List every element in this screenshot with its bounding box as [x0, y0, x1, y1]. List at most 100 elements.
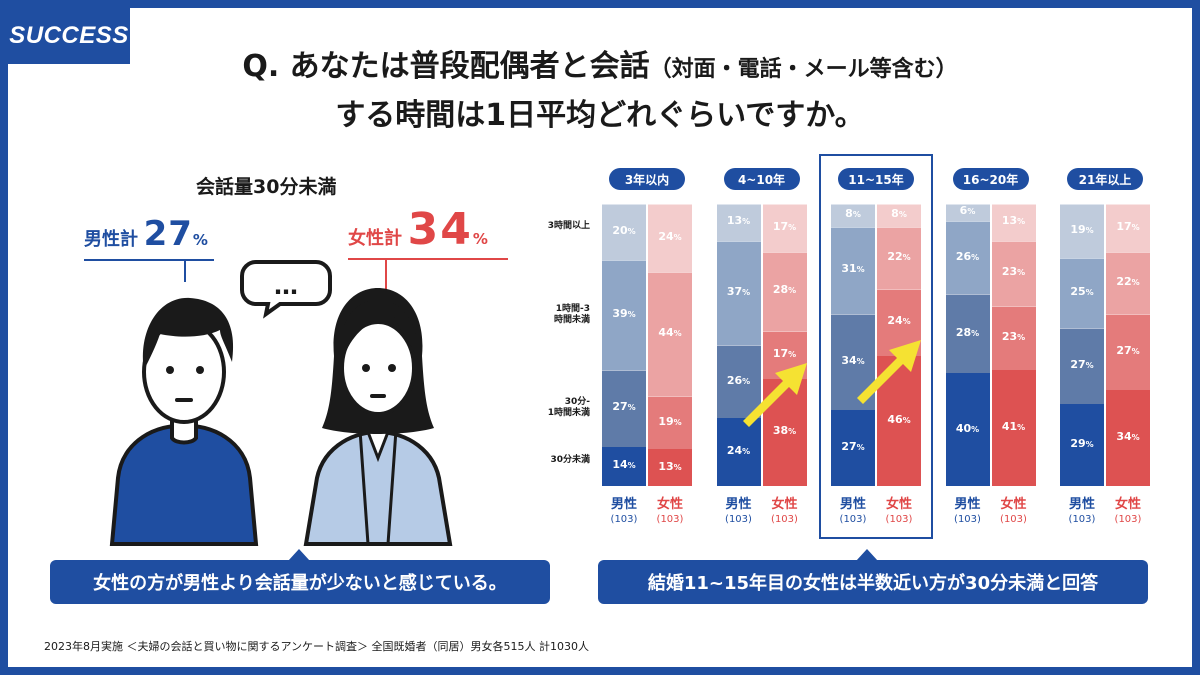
left-callout: 女性の方が男性より会話量が少ないと感じている。 — [50, 560, 550, 604]
bar-segment — [831, 226, 875, 314]
data-label: 34% — [1116, 430, 1140, 444]
speech-bubble-dots: … — [274, 272, 298, 300]
male-stat-pointer — [184, 260, 186, 282]
data-label: 6% — [959, 204, 976, 218]
data-label: 29% — [1070, 437, 1094, 451]
bar-segment — [1106, 204, 1150, 252]
gender-label: 女性 (103) — [656, 497, 684, 525]
bar-segment — [602, 204, 646, 261]
data-label: 23% — [1001, 265, 1026, 279]
right-callout-pointer — [856, 549, 878, 561]
speech-bubble-icon: … — [240, 260, 332, 319]
data-label: 8% — [845, 207, 861, 221]
couple-illustration: … — [109, 260, 453, 546]
gender-label: 男性 (103) — [1068, 497, 1096, 525]
category-label: 30分未満 — [550, 455, 590, 466]
bar-segment — [991, 370, 1036, 486]
group-label: 11~15年 — [838, 168, 914, 190]
data-label: 25% — [1070, 284, 1094, 298]
group-label: 4~10年 — [723, 168, 800, 190]
bar-segment — [877, 204, 921, 227]
gender-label: 男性 (103) — [725, 497, 752, 525]
data-label: 38% — [772, 424, 797, 438]
gender-label: 女性 (103) — [885, 497, 913, 525]
data-label: 40% — [955, 421, 980, 435]
data-label: 24% — [658, 229, 682, 243]
bar-segment — [716, 345, 761, 419]
male-total-label: 男性計 — [84, 229, 138, 250]
brand-logo: SUCCESS — [8, 8, 130, 64]
bar-segment — [991, 240, 1036, 306]
data-label: 13% — [1001, 214, 1026, 228]
data-label: 31% — [841, 262, 865, 276]
bar-segment — [648, 395, 692, 450]
bar-segment — [945, 373, 990, 486]
data-label: 26% — [955, 249, 980, 263]
bar-segment — [991, 204, 1036, 241]
data-label: 22% — [1116, 274, 1140, 288]
female-total-unit: % — [472, 230, 488, 248]
group-label: 21年以上 — [1067, 168, 1143, 190]
data-label: 20% — [612, 224, 636, 238]
data-label: 22% — [887, 249, 911, 263]
male-total-value: 27 — [143, 214, 193, 254]
bar-segment — [762, 251, 807, 331]
data-label: 23% — [1001, 329, 1026, 343]
group-label: 3年以内 — [609, 168, 685, 190]
bar-segment — [716, 418, 761, 486]
female-total-value: 34 — [407, 204, 473, 255]
question-line1-sub: （対面・電話・メール等含む） — [649, 57, 958, 82]
data-label: 44% — [658, 325, 682, 339]
data-label: 28% — [772, 283, 797, 297]
male-total-unit: % — [192, 231, 208, 249]
data-label: 19% — [1070, 222, 1094, 236]
gender-label: 女性 (103) — [771, 497, 798, 525]
male-stat-underline — [84, 259, 214, 261]
data-label: 13% — [726, 214, 751, 228]
bar-segment — [945, 220, 990, 295]
category-label: 30分- 1時間未満 — [547, 397, 590, 419]
bar-segment — [1060, 204, 1104, 258]
left-callout-pointer — [288, 549, 310, 561]
highlight-box — [819, 154, 933, 539]
bar-segment — [1060, 404, 1104, 486]
data-label: 13% — [658, 459, 682, 473]
bar-segment — [945, 204, 990, 221]
male-total-stat: 男性計 27% — [84, 214, 208, 254]
gender-label: 男性 (103) — [954, 497, 981, 525]
right-callout: 結婚11~15年目の女性は半数近い方が30分未満と回答 — [598, 560, 1148, 604]
gender-label: 女性 (103) — [1114, 497, 1142, 525]
bar-segment — [716, 204, 761, 241]
female-total-stat: 女性計 34% — [348, 204, 488, 255]
bar-segment — [602, 446, 646, 486]
data-label: 14% — [612, 458, 636, 472]
female-stat-underline — [348, 258, 508, 260]
bar-segment — [1060, 328, 1104, 405]
category-label: 1時間-3 時間未満 — [553, 304, 590, 326]
question-title: Q. あなたは普段配偶者と会話（対面・電話・メール等含む） する時間は1日平均ど… — [160, 44, 1040, 139]
gender-label: 女性 (103) — [1000, 497, 1027, 525]
bar-segment — [831, 409, 875, 486]
data-label: 27% — [1116, 344, 1140, 358]
bar-segment — [602, 370, 646, 447]
data-label: 17% — [1116, 219, 1140, 233]
data-label: 34% — [841, 353, 865, 367]
bar-segment — [716, 240, 761, 345]
question-line2: する時間は1日平均どれぐらいですか。 — [335, 98, 865, 133]
data-label: 28% — [955, 325, 980, 339]
yellow-arrow-icon — [742, 362, 807, 427]
data-label: 37% — [726, 284, 751, 298]
data-label: 41% — [1001, 420, 1026, 434]
man-figure — [109, 297, 259, 546]
woman-figure — [303, 288, 453, 546]
data-label: 24% — [887, 314, 911, 328]
female-stat-pointer — [385, 259, 387, 293]
data-label: 27% — [841, 439, 865, 453]
bar-segment — [762, 204, 807, 252]
bar-segment — [602, 260, 646, 371]
bar-segment — [945, 294, 990, 374]
footnote: 2023年8月実施 ＜夫婦の会話と買い物に関するアンケート調査＞ 全国既婚者（同… — [44, 640, 590, 653]
data-label: 17% — [772, 346, 797, 360]
data-label: 8% — [891, 207, 907, 221]
data-label: 17% — [772, 219, 797, 233]
